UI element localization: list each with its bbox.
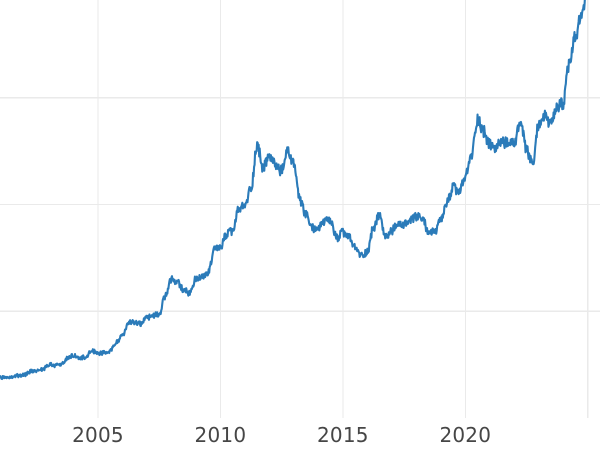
x-tick-label-2015: 2015: [316, 423, 369, 447]
price-series-line: [0, 0, 586, 381]
x-tick-label-2010: 2010: [194, 423, 247, 447]
x-tick-label-2005: 2005: [72, 423, 124, 447]
x-tick-label-2020: 2020: [439, 423, 492, 447]
vertical-gridlines: [97, 0, 589, 418]
horizontal-gridlines: [0, 97, 600, 312]
